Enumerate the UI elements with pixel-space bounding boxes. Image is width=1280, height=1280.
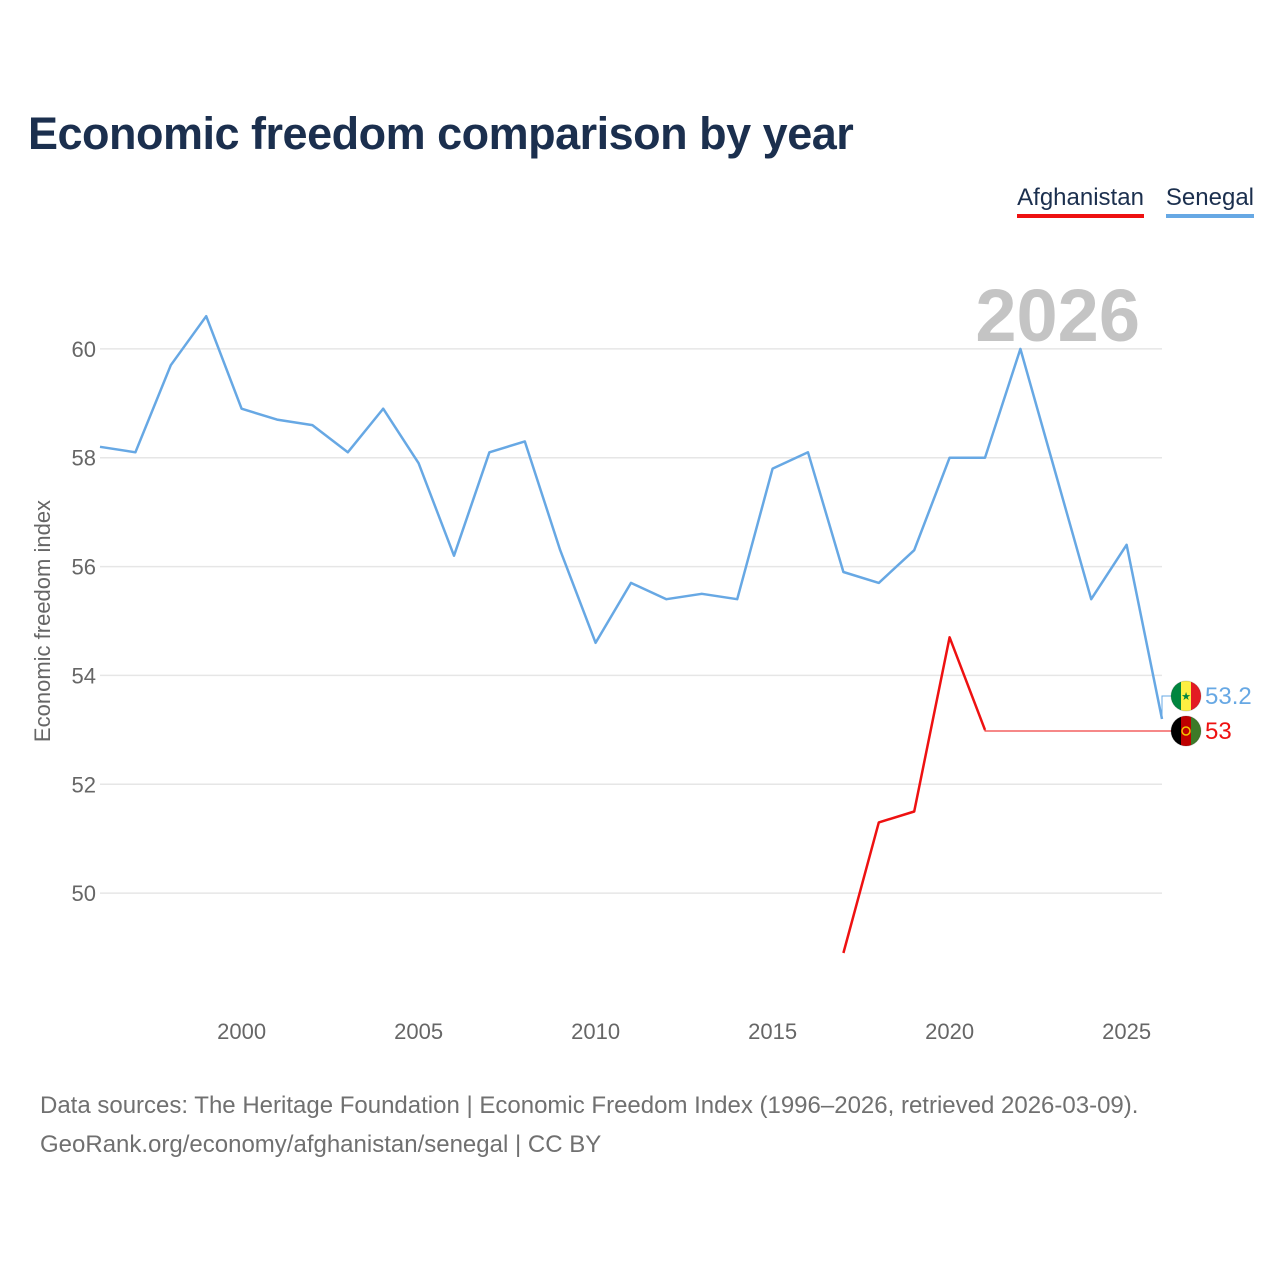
data-point-senegal	[734, 596, 740, 602]
data-point-senegal	[947, 455, 953, 461]
data-point-senegal	[274, 417, 280, 423]
data-point-senegal	[840, 569, 846, 575]
legend-item-senegal[interactable]: Senegal	[1165, 184, 1254, 218]
legend-item-afghanistan[interactable]: Afghanistan	[1017, 184, 1144, 218]
grid-lines	[100, 348, 1162, 894]
senegal-flag-icon: ★	[1170, 680, 1202, 712]
data-point-senegal	[132, 449, 138, 455]
x-tick-label: 2020	[925, 1019, 974, 1044]
data-point-senegal	[168, 362, 174, 368]
data-point-senegal	[628, 580, 634, 586]
footer: Data sources: The Heritage Foundation | …	[40, 1086, 1138, 1164]
end-markers: 53 ★ 53.2	[984, 680, 1252, 747]
y-tick-label: 52	[72, 772, 96, 797]
data-point-senegal	[416, 460, 422, 466]
x-axis-ticks: 2000 2005 2010 2015 2020 2025	[217, 1019, 1151, 1044]
data-point-senegal	[593, 640, 599, 646]
data-point-afghanistan	[911, 809, 917, 815]
data-point-senegal	[699, 591, 705, 597]
credit-line: GeoRank.org/economy/afghanistan/senegal …	[40, 1131, 602, 1158]
x-tick-label: 2010	[571, 1019, 620, 1044]
chart-title: Economic freedom comparison by year	[28, 108, 854, 159]
data-point-senegal	[486, 449, 492, 455]
data-point-afghanistan	[840, 950, 846, 956]
data-point-senegal	[1017, 346, 1023, 352]
svg-text:★: ★	[1181, 690, 1191, 703]
data-point-senegal	[982, 455, 988, 461]
data-point-senegal	[203, 313, 209, 319]
data-point-afghanistan	[947, 634, 953, 640]
data-point-senegal	[557, 547, 563, 553]
series-line-afghanistan	[842, 636, 987, 954]
x-tick-label: 2000	[217, 1019, 266, 1044]
data-point-senegal	[380, 406, 386, 412]
data-point-senegal	[876, 580, 882, 586]
end-value-label-senegal: 53.2	[1205, 683, 1252, 710]
data-point-senegal	[1088, 596, 1094, 602]
data-point-senegal	[522, 438, 528, 444]
data-point-senegal	[770, 466, 776, 472]
data-point-senegal	[97, 444, 103, 450]
data-point-senegal	[911, 547, 917, 553]
data-point-senegal	[805, 449, 811, 455]
connector-senegal	[1161, 695, 1172, 719]
x-tick-label: 2025	[1102, 1019, 1151, 1044]
x-tick-label: 2005	[394, 1019, 443, 1044]
data-point-senegal	[451, 553, 457, 559]
series-layer	[97, 313, 1164, 956]
y-axis-ticks: 50 52 54 56 58 60	[72, 337, 96, 906]
y-tick-label: 60	[72, 337, 96, 362]
y-tick-label: 58	[72, 446, 96, 471]
connector-afghanistan	[984, 729, 1172, 732]
afghanistan-flag-icon	[1170, 715, 1202, 747]
data-point-senegal	[309, 422, 315, 428]
x-tick-label: 2015	[748, 1019, 797, 1044]
data-point-senegal	[239, 406, 245, 412]
y-tick-label: 54	[72, 663, 96, 688]
legend: Afghanistan Senegal	[1017, 184, 1254, 218]
year-watermark: 2026	[975, 274, 1140, 357]
data-point-afghanistan	[876, 819, 882, 825]
data-point-senegal	[345, 449, 351, 455]
series-line-senegal	[99, 314, 1164, 720]
data-point-senegal	[1053, 471, 1059, 477]
y-axis-label: Economic freedom index	[30, 500, 55, 742]
y-tick-label: 56	[72, 555, 96, 580]
data-point-senegal	[663, 596, 669, 602]
end-value-label-afghanistan: 53	[1205, 718, 1232, 745]
data-sources-note: Data sources: The Heritage Foundation | …	[40, 1092, 1139, 1119]
data-point-senegal	[1124, 542, 1130, 548]
y-tick-label: 50	[72, 881, 96, 906]
